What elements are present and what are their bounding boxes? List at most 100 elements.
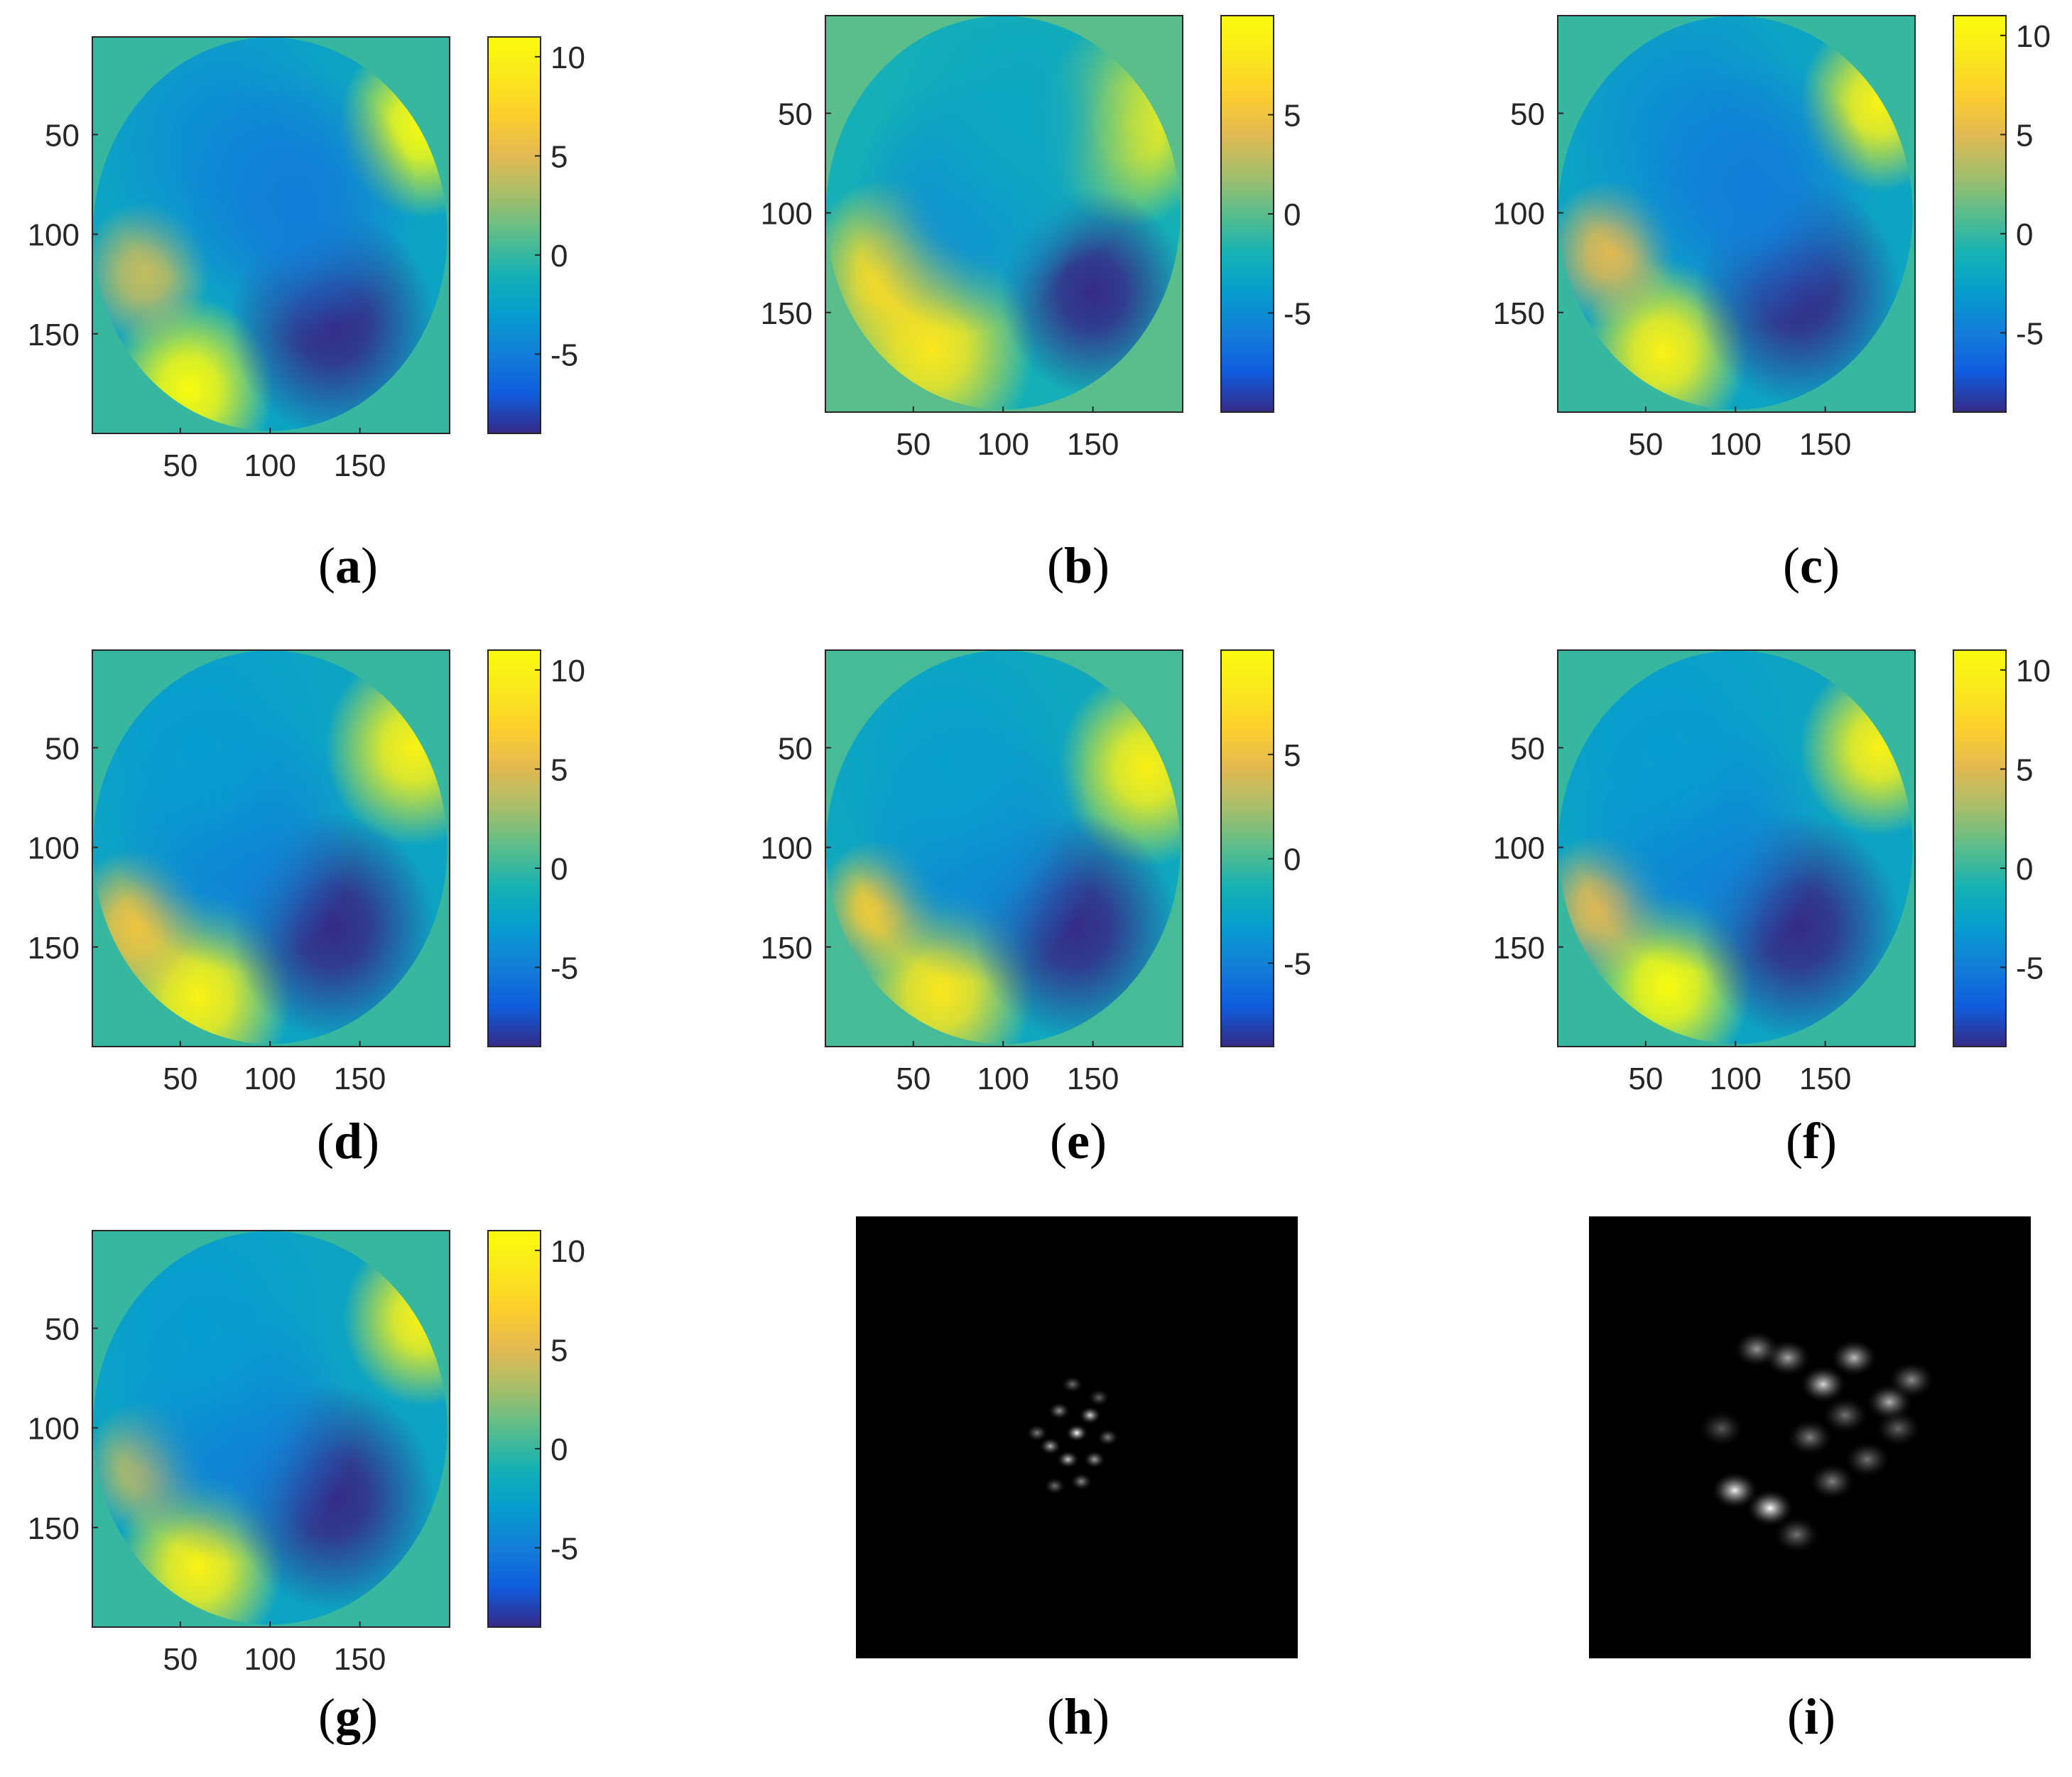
- psf-speckle: [1078, 1406, 1102, 1425]
- colorbar-tick-label: 5: [2016, 752, 2033, 787]
- panel-caption-a: (a): [318, 537, 378, 594]
- panel-e: 50 100 150 50 100 150 -5 0 5: [761, 649, 1311, 1096]
- panel-b: 50 100 150 50 100 150 -5 0 5: [761, 15, 1311, 462]
- colorbar-tick-label: 10: [2016, 19, 2051, 54]
- colorbar-tick-label: 5: [550, 752, 568, 787]
- x-tick-label: 50: [896, 1062, 931, 1096]
- colorbar-tick-label: 10: [2016, 654, 2051, 688]
- psf-speckle: [1096, 1428, 1119, 1447]
- heatmap-feature: [1632, 58, 1875, 328]
- psf-speckle: [1065, 1423, 1088, 1442]
- x-tick-label: 100: [1710, 1062, 1762, 1096]
- y-tick-label: 50: [778, 731, 813, 766]
- x-tick-label: 100: [977, 427, 1029, 462]
- colorbar-tick-label: 5: [2016, 118, 2033, 153]
- psf-speckle: [1808, 1462, 1857, 1501]
- y-tick-label: 150: [761, 296, 813, 331]
- axes-frame: [1557, 649, 1916, 1047]
- panel-caption-d: (d): [317, 1113, 379, 1170]
- colorbar: [1220, 15, 1274, 413]
- psf-speckle: [1843, 1440, 1892, 1479]
- psf-speckle: [1048, 1401, 1071, 1420]
- panel-caption-c: (c): [1783, 537, 1840, 594]
- y-tick-label: 100: [1493, 831, 1545, 866]
- colorbar-tick-label: 10: [550, 1234, 585, 1269]
- panel-c: 50 100 150 50 100 150 -5 0 5 10: [1493, 15, 2051, 462]
- psf-speckle: [1083, 1450, 1106, 1469]
- x-tick-label: 100: [244, 1062, 296, 1096]
- colorbar: [1953, 649, 2007, 1047]
- axes-frame: [1557, 15, 1916, 413]
- psf-speckle: [1026, 1423, 1049, 1442]
- y-tick-label: 100: [761, 197, 813, 232]
- x-tick-label: 150: [334, 1062, 386, 1096]
- colorbar-tick-label: 5: [550, 139, 568, 174]
- panel-caption-h: (h): [1047, 1688, 1110, 1745]
- panel-h: [856, 1216, 1298, 1658]
- axes-frame: [92, 1230, 450, 1628]
- y-tick-label: 150: [28, 318, 80, 352]
- axes-frame: [825, 649, 1183, 1047]
- y-tick-label: 100: [1493, 197, 1545, 232]
- x-tick-label: 100: [1710, 427, 1762, 462]
- colorbar-tick-label: 0: [1284, 198, 1301, 232]
- psf-speckle: [1821, 1395, 1870, 1435]
- colorbar-tick-label: 0: [550, 1432, 568, 1467]
- psf-speckle: [1732, 1329, 1781, 1368]
- colorbar: [1953, 15, 2007, 413]
- x-tick-label: 150: [1067, 1062, 1119, 1096]
- colorbar-tick-label: 0: [550, 852, 568, 887]
- y-tick-label: 100: [28, 1412, 80, 1447]
- colorbar: [487, 1230, 541, 1628]
- aperture: [92, 650, 448, 1044]
- panel-g: 50 100 150 50 100 150 -5 0 5 10: [28, 1230, 585, 1677]
- panel-d: 50 100 150 50 100 150 -5 0 5 10: [28, 649, 585, 1096]
- axes-frame: [92, 36, 450, 434]
- colorbar-tick-label: -5: [550, 337, 578, 372]
- panel-a: 50 100 150 50 100 150 -5 0 5 10: [28, 36, 585, 483]
- colorbar-tick-label: -5: [2016, 951, 2044, 985]
- colorbar-tick-label: 10: [550, 654, 585, 688]
- psf-speckle: [1061, 1375, 1084, 1394]
- psf-speckle: [1038, 1437, 1062, 1456]
- psf-speckle: [1070, 1472, 1093, 1491]
- x-tick-label: 50: [1628, 427, 1663, 462]
- heatmap-feature: [1058, 669, 1181, 866]
- aperture: [92, 37, 448, 431]
- x-tick-label: 150: [1799, 427, 1851, 462]
- colorbar: [487, 649, 541, 1047]
- y-tick-label: 100: [28, 218, 80, 253]
- colorbar-tick-label: 5: [1284, 738, 1301, 773]
- y-tick-label: 100: [28, 831, 80, 866]
- panel-f: 50 100 150 50 100 150 -5 0 5 10: [1493, 649, 2051, 1096]
- x-tick-label: 50: [896, 427, 931, 462]
- colorbar-tick-label: 0: [2016, 852, 2033, 887]
- panel-caption-f: (f): [1786, 1113, 1837, 1170]
- colorbar-tick-label: 0: [550, 239, 568, 274]
- colorbar-tick-label: 0: [2016, 217, 2033, 252]
- x-tick-label: 100: [244, 448, 296, 483]
- colorbar-tick-label: 0: [1284, 843, 1301, 877]
- panel-caption-b: (b): [1047, 537, 1110, 594]
- y-tick-label: 50: [45, 1312, 80, 1346]
- colorbar: [487, 36, 541, 434]
- y-tick-label: 50: [1510, 97, 1545, 131]
- psf-speckle: [1786, 1417, 1834, 1457]
- x-tick-label: 50: [163, 1642, 197, 1677]
- axes-frame: [92, 649, 450, 1047]
- panel-caption-g: (g): [318, 1688, 378, 1745]
- aperture: [1558, 650, 1913, 1044]
- aperture: [825, 16, 1181, 410]
- panel-caption-i: (i): [1787, 1688, 1835, 1745]
- y-tick-label: 150: [1493, 931, 1545, 966]
- psf-speckle: [1830, 1338, 1879, 1378]
- psf-speckle: [1874, 1409, 1923, 1448]
- psf-speckle: [1772, 1515, 1821, 1555]
- x-tick-label: 100: [977, 1062, 1029, 1096]
- colorbar-tick-label: -5: [1284, 297, 1311, 332]
- heatmap-feature: [325, 650, 448, 846]
- colorbar-tick-label: -5: [2016, 316, 2044, 351]
- colorbar-tick-label: -5: [550, 1531, 578, 1566]
- panel-caption-e: (e): [1050, 1113, 1107, 1170]
